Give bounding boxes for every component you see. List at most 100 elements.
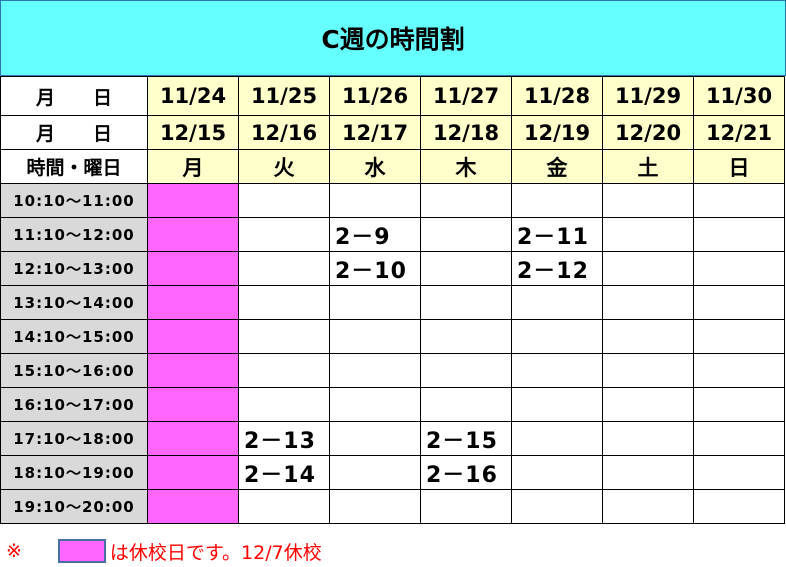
- class-cell: [602, 455, 694, 490]
- time-slot: 16:10～17:00: [0, 387, 148, 422]
- class-cell: [693, 489, 785, 524]
- class-cell: [238, 183, 330, 218]
- table-row: 18:10～19:00 2－14 2－16: [0, 455, 785, 490]
- class-cell: [511, 489, 603, 524]
- class-cell: [693, 421, 785, 456]
- class-cell: [693, 387, 785, 422]
- class-cell: [693, 353, 785, 388]
- date-cell: 11/24: [147, 76, 239, 116]
- class-cell: [511, 455, 603, 490]
- note-text: は休校日です。12/7休校: [109, 541, 322, 564]
- class-cell: [693, 285, 785, 320]
- holiday-cell: [147, 489, 239, 524]
- class-cell: [511, 421, 603, 456]
- date-cell: 12/21: [693, 115, 785, 150]
- page-title: C週の時間割: [0, 0, 786, 76]
- class-cell: [329, 489, 421, 524]
- class-cell: [329, 455, 421, 490]
- class-cell: [238, 285, 330, 320]
- class-cell: [693, 319, 785, 354]
- header-row: 月 日 11/24 11/25 11/26 11/27 11/28 11/29 11/30: [0, 76, 785, 116]
- class-cell: [329, 353, 421, 388]
- class-cell: [511, 319, 603, 354]
- class-cell: [693, 455, 785, 490]
- header-row: 月 日 12/15 12/16 12/17 12/18 12/19 12/20 12/21: [0, 115, 785, 150]
- class-cell: [602, 183, 694, 218]
- date-cell: 11/28: [511, 76, 603, 116]
- class-cell: [693, 217, 785, 252]
- class-cell: [420, 183, 512, 218]
- class-cell: [511, 353, 603, 388]
- table-row: 13:10～14:00: [0, 285, 785, 320]
- header-label: 時間・曜日: [0, 149, 148, 184]
- time-slot: 19:10～20:00: [0, 489, 148, 524]
- class-cell: 2－15: [420, 421, 512, 456]
- time-slot: 14:10～15:00: [0, 319, 148, 354]
- table-row: 11:10～12:00 2－9 2－11: [0, 217, 785, 252]
- class-cell: [602, 319, 694, 354]
- table-row: 10:10～11:00: [0, 183, 785, 218]
- date-cell: 12/19: [511, 115, 603, 150]
- class-cell: [602, 421, 694, 456]
- date-cell: 11/29: [602, 76, 694, 116]
- class-cell: [420, 387, 512, 422]
- date-cell: 12/15: [147, 115, 239, 150]
- date-cell: 11/30: [693, 76, 785, 116]
- note-mark: ※: [6, 540, 22, 562]
- holiday-cell: [147, 455, 239, 490]
- header-label: 月 日: [0, 115, 148, 150]
- class-cell: [329, 319, 421, 354]
- class-cell: [602, 489, 694, 524]
- date-cell: 12/17: [329, 115, 421, 150]
- class-cell: [238, 387, 330, 422]
- date-cell: 12/20: [602, 115, 694, 150]
- time-slot: 18:10～19:00: [0, 455, 148, 490]
- table-row: 12:10～13:00 2－10 2－12: [0, 251, 785, 286]
- holiday-cell: [147, 353, 239, 388]
- class-cell: [511, 285, 603, 320]
- table-row: 15:10～16:00: [0, 353, 785, 388]
- holiday-cell: [147, 183, 239, 218]
- class-cell: 2－13: [238, 421, 330, 456]
- class-cell: [238, 489, 330, 524]
- class-cell: 2－16: [420, 455, 512, 490]
- class-cell: [238, 353, 330, 388]
- holiday-cell: [147, 387, 239, 422]
- timetable: 月 日 11/24 11/25 11/26 11/27 11/28 11/29 11/30 月 …: [0, 76, 785, 524]
- class-cell: [511, 387, 603, 422]
- weekday-cell: 火: [238, 149, 330, 184]
- holiday-cell: [147, 285, 239, 320]
- class-cell: [602, 285, 694, 320]
- class-cell: [238, 319, 330, 354]
- class-cell: 2－12: [511, 251, 603, 286]
- class-cell: [420, 217, 512, 252]
- time-slot: 13:10～14:00: [0, 285, 148, 320]
- class-cell: [238, 217, 330, 252]
- weekday-cell: 土: [602, 149, 694, 184]
- class-cell: [420, 251, 512, 286]
- weekday-cell: 月: [147, 149, 239, 184]
- table-row: 14:10～15:00: [0, 319, 785, 354]
- holiday-color-swatch: [57, 539, 106, 563]
- time-slot: 17:10～18:00: [0, 421, 148, 456]
- class-cell: [602, 353, 694, 388]
- class-cell: [329, 421, 421, 456]
- header-row: 時間・曜日月火水木金土日: [0, 149, 785, 184]
- table-row: 17:10～18:00 2－13 2－15: [0, 421, 785, 456]
- class-cell: [602, 387, 694, 422]
- weekday-cell: 日: [693, 149, 785, 184]
- class-cell: [420, 489, 512, 524]
- class-cell: [602, 217, 694, 252]
- table-row: 19:10～20:00: [0, 489, 785, 524]
- header-label: 月 日: [0, 76, 148, 116]
- class-cell: [329, 285, 421, 320]
- weekday-cell: 金: [511, 149, 603, 184]
- date-cell: 11/25: [238, 76, 330, 116]
- holiday-cell: [147, 319, 239, 354]
- date-cell: 12/18: [420, 115, 512, 150]
- class-cell: [693, 183, 785, 218]
- class-cell: 2－14: [238, 455, 330, 490]
- class-cell: 2－10: [329, 251, 421, 286]
- holiday-cell: [147, 251, 239, 286]
- class-cell: [420, 285, 512, 320]
